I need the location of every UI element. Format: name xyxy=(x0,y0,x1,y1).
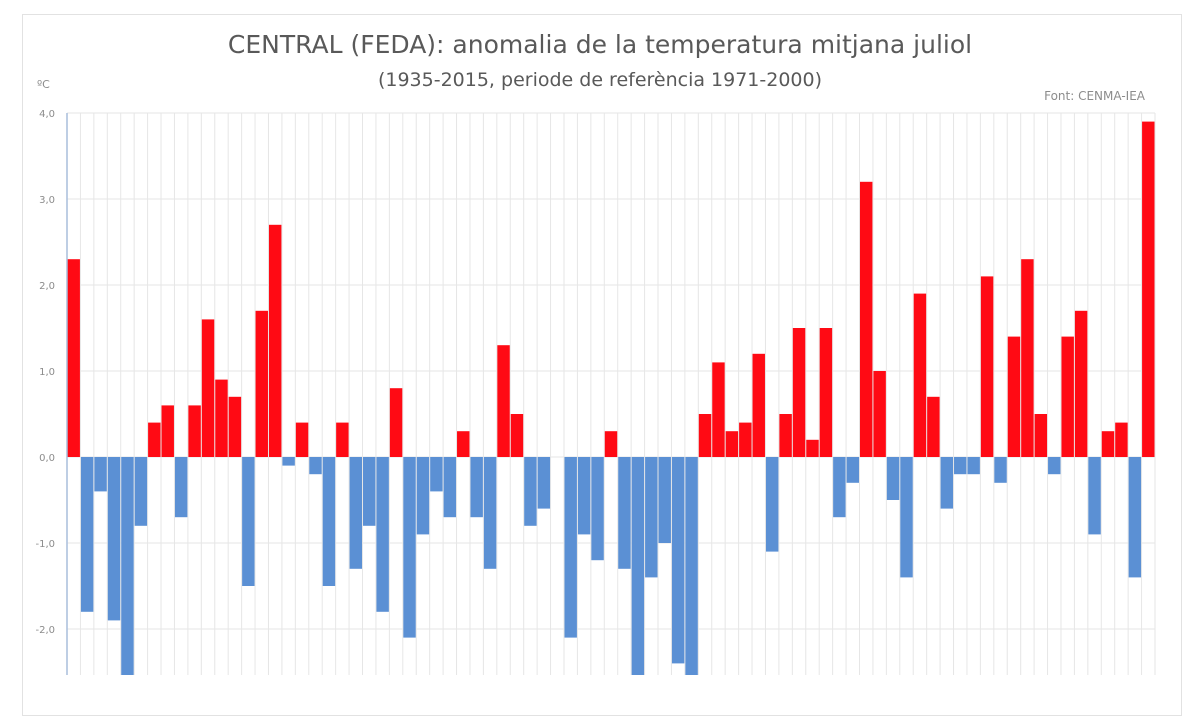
bar-1981 xyxy=(685,457,698,675)
bar-1942 xyxy=(161,405,174,457)
bar-2002 xyxy=(967,457,980,475)
bar-1943 xyxy=(174,457,188,518)
bar-1950 xyxy=(268,224,282,457)
y-tick-label: 4,0 xyxy=(39,109,55,120)
bar-1953 xyxy=(309,457,322,475)
bar-1973 xyxy=(577,457,591,535)
bar-1969 xyxy=(524,457,537,526)
gridlines xyxy=(67,112,1156,675)
bar-1941 xyxy=(148,422,161,457)
bar-1937 xyxy=(94,457,107,492)
bar-1988 xyxy=(779,414,792,457)
bar-1968 xyxy=(510,414,524,457)
bar-1997 xyxy=(900,457,913,578)
bar-2001 xyxy=(954,457,967,475)
bar-2006 xyxy=(1021,259,1034,457)
bar-1987 xyxy=(765,457,779,552)
bar-1989 xyxy=(792,328,806,457)
bar-1959 xyxy=(389,388,403,457)
bar-1957 xyxy=(363,457,376,526)
y-tick-label: 2,0 xyxy=(39,281,55,292)
bar-1978 xyxy=(645,457,658,578)
bar-1967 xyxy=(497,345,510,457)
bar-1986 xyxy=(752,353,765,457)
bar-1954 xyxy=(322,457,336,586)
bar-1935 xyxy=(67,259,80,457)
chart-title: CENTRAL (FEDA): anomalia de la temperatu… xyxy=(228,30,972,59)
bar-1952 xyxy=(295,422,309,457)
bar-1966 xyxy=(483,457,497,569)
bar-1951 xyxy=(282,457,295,466)
bar-1945 xyxy=(201,319,215,457)
bar-1991 xyxy=(819,328,833,457)
bar-2014 xyxy=(1128,457,1142,578)
bar-1990 xyxy=(806,439,819,457)
bar-1985 xyxy=(739,422,752,457)
bar-1983 xyxy=(712,362,725,457)
bar-1939 xyxy=(121,457,134,675)
y-tick-labels: 4,0 3,0 2,0 1,0 0,0 -1,0 -2,0 xyxy=(35,109,55,636)
bar-1993 xyxy=(846,457,859,483)
bar-1998 xyxy=(913,293,927,457)
y-tick-label: 0,0 xyxy=(39,453,55,464)
bar-1962 xyxy=(430,457,443,492)
bar-1956 xyxy=(349,457,363,569)
bar-1946 xyxy=(215,379,228,457)
bar-1972 xyxy=(564,457,577,638)
bar-1964 xyxy=(457,431,470,457)
bar-1976 xyxy=(618,457,631,569)
bar-1975 xyxy=(604,431,618,457)
y-tick-label: 1,0 xyxy=(39,367,55,378)
bar-1994 xyxy=(859,181,873,458)
bar-1965 xyxy=(470,457,483,518)
bar-1938 xyxy=(107,457,121,621)
bar-2003 xyxy=(980,276,994,457)
y-tick-label: -1,0 xyxy=(35,539,55,550)
bar-2007 xyxy=(1034,414,1048,457)
y-tick-label: 3,0 xyxy=(39,195,55,206)
source-label: Font: CENMA-IEA xyxy=(1044,89,1146,103)
bar-1984 xyxy=(725,431,739,457)
bar-2004 xyxy=(994,457,1007,483)
bars xyxy=(67,121,1155,675)
bar-1977 xyxy=(631,457,645,675)
bar-1995 xyxy=(873,371,886,457)
bar-1996 xyxy=(886,457,900,500)
anomaly-bar-chart: 4,0 3,0 2,0 1,0 0,0 -1,0 -2,0 CENTRAL (FEDA): … xyxy=(35,30,1156,675)
bar-2010 xyxy=(1074,310,1088,457)
bar-1979 xyxy=(658,457,671,543)
bar-1949 xyxy=(255,310,268,457)
bar-1980 xyxy=(671,457,685,664)
bar-2015 xyxy=(1142,121,1155,457)
bar-2008 xyxy=(1048,457,1061,475)
bar-2013 xyxy=(1115,422,1128,457)
bar-2009 xyxy=(1061,336,1074,457)
bar-1947 xyxy=(228,396,242,457)
bar-2011 xyxy=(1088,457,1101,535)
chart-subtitle: (1935-2015, periode de referència 1971-2… xyxy=(378,69,822,91)
bar-1948 xyxy=(242,457,255,586)
bar-1992 xyxy=(833,457,846,518)
bar-1958 xyxy=(376,457,389,612)
bar-1936 xyxy=(80,457,94,612)
bar-1955 xyxy=(336,422,349,457)
bar-1960 xyxy=(403,457,416,638)
bar-2012 xyxy=(1101,431,1115,457)
bar-1970 xyxy=(537,457,551,509)
bar-1963 xyxy=(443,457,457,518)
bar-1999 xyxy=(927,396,940,457)
bar-1982 xyxy=(698,414,712,457)
y-axis-unit: ºC xyxy=(37,78,50,91)
y-tick-label: -2,0 xyxy=(35,625,55,636)
bar-2005 xyxy=(1007,336,1021,457)
bar-1961 xyxy=(416,457,430,535)
bar-2000 xyxy=(940,457,954,509)
bar-1974 xyxy=(591,457,604,561)
bar-1940 xyxy=(134,457,148,526)
bar-1944 xyxy=(188,405,201,457)
